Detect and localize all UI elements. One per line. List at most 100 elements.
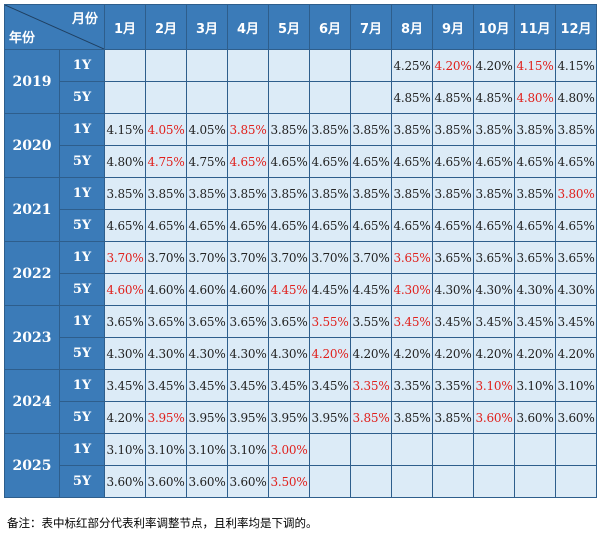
- month-header: 3月: [186, 4, 228, 50]
- rate-cell: 4.65%: [473, 145, 515, 178]
- rate-cell-adjusted: 4.30%: [391, 273, 433, 306]
- rate-cell: 4.60%: [186, 273, 228, 306]
- rate-cell: 4.30%: [227, 337, 269, 370]
- rate-cell: 3.70%: [186, 241, 228, 274]
- rate-cell: 3.65%: [227, 305, 269, 338]
- table-row: 2022 1Y 3.70% 3.70% 3.70% 3.70% 3.70% 3.70% 3.70…: [4, 241, 597, 306]
- diagonal-divider: [5, 5, 104, 49]
- rate-cell: 4.60%: [145, 273, 187, 306]
- month-header: 1月: [104, 4, 146, 50]
- rate-cell: 4.65%: [350, 145, 392, 178]
- rate-cell: 4.30%: [145, 337, 187, 370]
- tenor-cell: 5Y: [59, 209, 105, 242]
- year-axis-label: 年份: [9, 31, 36, 46]
- rate-cell: 3.65%: [473, 241, 515, 274]
- rate-cell-adjusted: 3.35%: [350, 369, 392, 402]
- rate-cell: 3.85%: [350, 113, 392, 146]
- rate-cell: 4.85%: [473, 81, 515, 114]
- rate-cell: [309, 49, 351, 82]
- rate-cell: 4.20%: [104, 401, 146, 434]
- header-row: 月份 年份 1月 2月 3月 4月 5月 6月 7月 8月 9月 10月 11月 12月: [4, 4, 597, 50]
- rate-cell: 4.65%: [309, 209, 351, 242]
- rate-cell: 3.85%: [309, 113, 351, 146]
- rate-cell: [309, 81, 351, 114]
- month-header: 2月: [145, 4, 187, 50]
- rate-cell: [350, 81, 392, 114]
- rate-cell: 3.70%: [350, 241, 392, 274]
- rate-cell: 4.30%: [473, 273, 515, 306]
- rate-cell: 3.10%: [145, 433, 187, 466]
- tenor-cell: 1Y: [59, 177, 105, 210]
- rate-cell: 3.85%: [391, 113, 433, 146]
- rate-cell: 4.05%: [186, 113, 228, 146]
- table-row: 2021 1Y 3.85% 3.85% 3.85% 3.85% 3.85% 3.85% 3.85…: [4, 177, 597, 242]
- rate-cell: 3.45%: [555, 305, 597, 338]
- tenor-cell: 5Y: [59, 273, 105, 306]
- rate-cell: 3.85%: [432, 113, 474, 146]
- rate-cell: 4.20%: [473, 49, 515, 82]
- rate-cell: 4.20%: [432, 337, 474, 370]
- table-row: 5Y 4.20% 3.95% 3.95% 3.95% 3.95% 3.95% 3.85% 3.8…: [5, 401, 597, 434]
- table-row: 5Y 4.80% 4.75% 4.75% 4.65% 4.65% 4.65% 4.65% 4.6…: [5, 145, 597, 178]
- rate-cell: 3.85%: [350, 177, 392, 210]
- rate-cell: [432, 433, 474, 466]
- rate-cell: 3.85%: [145, 177, 187, 210]
- rate-cell: 3.65%: [104, 305, 146, 338]
- table-row: 2019 1Y 4.25% 4.20% 4.20% 4.15% 4.15%: [4, 49, 597, 114]
- rate-cell: [391, 465, 433, 498]
- rate-cell: 3.65%: [186, 305, 228, 338]
- rate-cell: 3.95%: [268, 401, 310, 434]
- table-body: 2019 1Y 4.25% 4.20% 4.20% 4.15% 4.15% 5Y 4.85% 4.…: [4, 49, 597, 498]
- rate-cell: 4.80%: [104, 145, 146, 178]
- rate-cell: 3.70%: [145, 241, 187, 274]
- rate-cell: 3.65%: [514, 241, 556, 274]
- rate-cell: [555, 465, 597, 498]
- rate-cell-adjusted: 4.20%: [309, 337, 351, 370]
- rate-cell: 3.45%: [309, 369, 351, 402]
- rate-cell: 4.80%: [555, 81, 597, 114]
- rate-cell: 4.65%: [432, 209, 474, 242]
- rate-cell-adjusted: 3.85%: [350, 401, 392, 434]
- rate-cell: 3.60%: [555, 401, 597, 434]
- rate-cell: [473, 465, 515, 498]
- rate-cell: 3.85%: [268, 177, 310, 210]
- rate-cell: 4.85%: [432, 81, 474, 114]
- rate-cell: 3.85%: [309, 177, 351, 210]
- rate-cell: 4.65%: [104, 209, 146, 242]
- rate-cell: 3.85%: [514, 177, 556, 210]
- rate-cell: 3.35%: [432, 369, 474, 402]
- year-cell: 2019: [4, 49, 60, 114]
- rate-cell: 3.65%: [432, 241, 474, 274]
- rate-cell-adjusted: 4.65%: [227, 145, 269, 178]
- rate-cell: 3.85%: [473, 113, 515, 146]
- rate-cell: 4.65%: [514, 145, 556, 178]
- rate-cell: 3.35%: [391, 369, 433, 402]
- rate-cell: 4.30%: [186, 337, 228, 370]
- rate-cell: [391, 433, 433, 466]
- rate-cell: [473, 433, 515, 466]
- rate-cell-adjusted: 3.85%: [227, 113, 269, 146]
- rate-cell: 3.60%: [227, 465, 269, 498]
- month-header: 8月: [391, 4, 433, 50]
- tenor-cell: 5Y: [59, 81, 105, 114]
- rate-cell-adjusted: 3.50%: [268, 465, 310, 498]
- rate-cell: 4.30%: [514, 273, 556, 306]
- rate-cell: [145, 81, 187, 114]
- rate-cell: [350, 465, 392, 498]
- rate-cell-adjusted: 4.05%: [145, 113, 187, 146]
- rate-cell: 4.30%: [104, 337, 146, 370]
- rate-cell-adjusted: 3.00%: [268, 433, 310, 466]
- tenor-cell: 1Y: [59, 433, 105, 466]
- rate-cell-adjusted: 4.45%: [268, 273, 310, 306]
- rate-cell: [514, 433, 556, 466]
- rate-cell: [186, 81, 228, 114]
- rate-cell: 3.70%: [309, 241, 351, 274]
- month-header: 7月: [350, 4, 392, 50]
- rate-cell: 4.65%: [514, 209, 556, 242]
- rate-cell: 3.45%: [268, 369, 310, 402]
- month-header: 6月: [309, 4, 351, 50]
- rate-cell: [268, 49, 310, 82]
- rate-cell: 3.85%: [514, 113, 556, 146]
- tenor-cell: 5Y: [59, 465, 105, 498]
- rate-cell: 4.65%: [145, 209, 187, 242]
